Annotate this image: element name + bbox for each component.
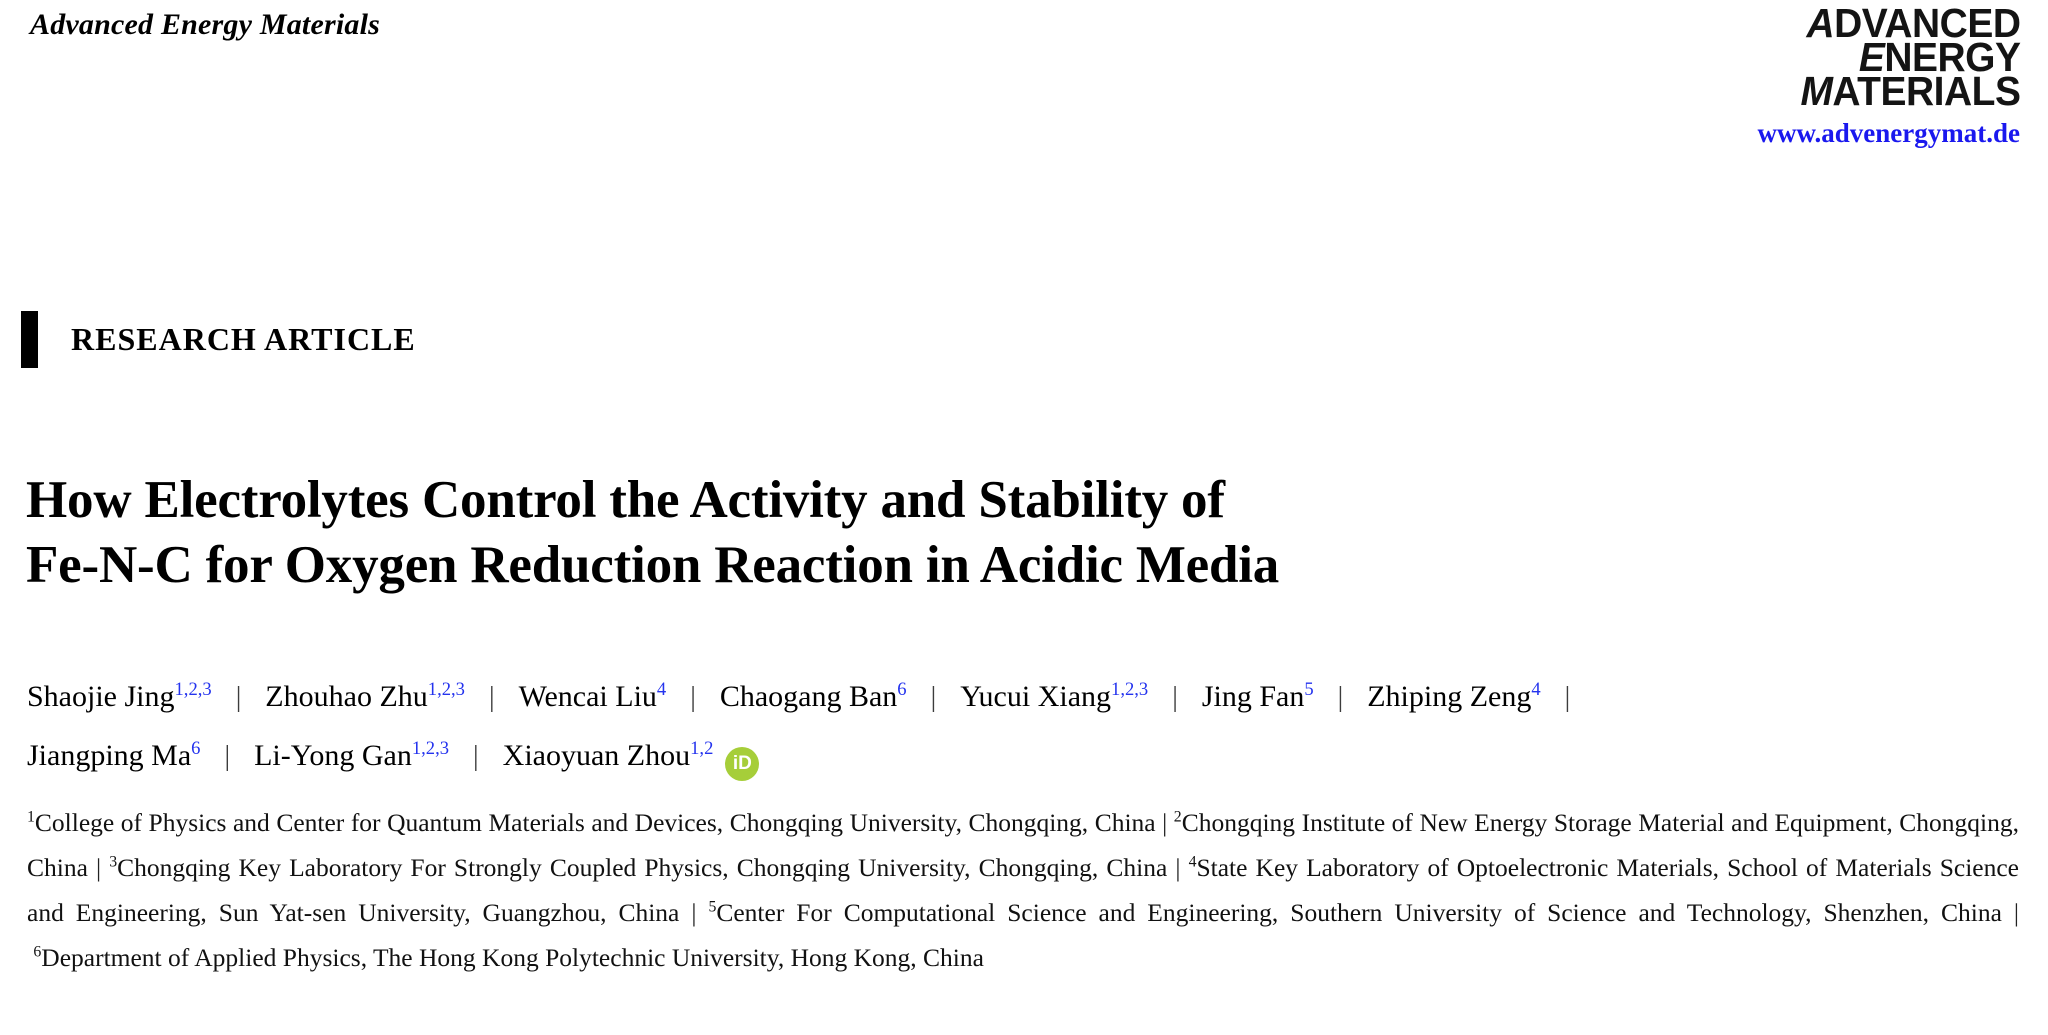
author: Shaojie Jing1,2,3 [27,680,212,713]
affiliation-number: 3 [109,853,118,871]
author-affiliation-superscript: 1,2,3 [174,679,212,700]
author: Wencai Liu4 [519,680,667,713]
author-separator: | [930,682,937,713]
affiliation-number: 5 [708,898,717,916]
affiliation-separator: | [1155,808,1174,837]
affiliation: 3Chongqing Key Laboratory For Strongly C… [109,853,1168,882]
logo-line: ADVANCED [1805,0,2021,46]
author-affiliation-superscript: 1,2,3 [427,679,465,700]
author-name: Li-Yong Gan [254,739,412,772]
article-type-bar [21,311,38,368]
affiliation-number: 6 [33,943,42,961]
page-title: How Electrolytes Control the Activity an… [26,471,1280,594]
author-affiliation-superscript: 6 [897,679,907,700]
author-affiliation-superscript: 5 [1304,679,1314,700]
author: Chaogang Ban6 [720,680,907,713]
journal-website-link[interactable]: www.advenergymat.de [1757,118,2020,149]
affiliations: 1College of Physics and Center for Quant… [27,800,2019,980]
author-separator: | [224,741,231,772]
affiliation: 2Chongqing Institute of New Energy Stora… [27,808,2019,882]
author-affiliation-superscript: 1,2,3 [1111,679,1149,700]
author: Zhouhao Zhu1,2,3 [265,680,465,713]
author-name: Xiaoyuan Zhou [502,739,691,772]
author-name: Shaojie Jing [27,680,175,713]
author: Li-Yong Gan1,2,3 [254,739,449,772]
author-name: Yucui Xiang [960,680,1112,713]
author-separator: | [235,682,242,713]
logo-line: ENERGY [1858,34,2020,81]
affiliation-separator: | [87,853,110,882]
author: Yucui Xiang1,2,3 [960,680,1148,713]
affiliation-separator: | [1167,853,1189,882]
author-separator: | [1172,682,1178,713]
affiliation-number: 2 [1173,808,1182,826]
author-name: Wencai Liu [518,680,657,713]
affiliation: 5Center For Computational Science and En… [708,898,2002,927]
author: Jiangping Ma6 [27,739,200,772]
author: Jing Fan5 [1202,680,1314,713]
affiliation-separator: | [679,898,709,927]
journal-logo-block: ADVANCED ENERGY MATERIALS www.advenergymat… [1757,0,2021,149]
orcid-icon[interactable]: iD [725,747,760,781]
logo-line: MATERIALS [1799,68,2021,115]
journal-running-head: Advanced Energy Materials [30,8,380,41]
author: Xiaoyuan Zhou1,2 iD [502,738,760,781]
author-name: Jing Fan [1201,680,1305,713]
author-name: Zhouhao Zhu [265,680,428,713]
journal-logo: ADVANCED ENERGY MATERIALS [1771,0,2021,115]
article-type-label: RESEARCH ARTICLE [71,321,416,357]
author-separator: | [1564,682,1571,713]
author-separator: | [690,682,696,713]
affiliation: 6Department of Applied Physics, The Hong… [33,943,984,972]
author-name: Jiangping Ma [27,739,192,772]
author-separator: | [473,741,479,772]
article-type-row: RESEARCH ARTICLE [21,311,416,368]
author-affiliation-superscript: 1,2 [690,738,714,759]
author-affiliation-superscript: 4 [1531,679,1541,700]
author-affiliation-superscript: 4 [656,679,667,700]
affiliation-number: 4 [1188,853,1197,871]
author: Zhiping Zeng4 [1367,680,1540,713]
affiliation: 1College of Physics and Center for Quant… [27,808,1156,837]
author-separator: | [1337,682,1344,713]
author-name: Chaogang Ban [719,680,898,713]
author-name: Zhiping Zeng [1367,680,1532,713]
affiliation: 4State Key Laboratory of Optoelectronic … [27,853,2020,927]
author-separator: | [488,682,495,713]
author-affiliation-superscript: 1,2,3 [411,738,450,759]
affiliation-number: 1 [27,808,35,826]
author-affiliation-superscript: 6 [191,738,201,759]
affiliation-separator: | [27,898,2019,972]
authors-list: Shaojie Jing1,2,3 | Zhouhao Zhu1,2,3 | Wenca… [27,668,2017,786]
